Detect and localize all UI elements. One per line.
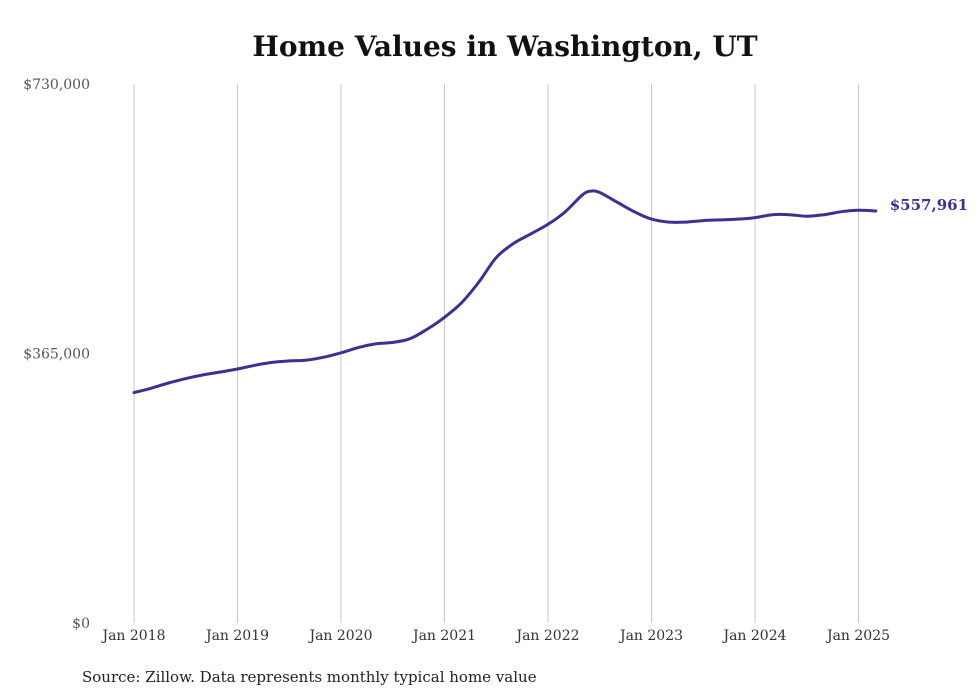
- gridlines: [133, 84, 859, 623]
- end-value-label: $557,961: [890, 196, 968, 214]
- x-tick-label: Jan 2025: [825, 628, 890, 644]
- y-tick-label: $0: [72, 616, 90, 632]
- series-line: [132, 189, 878, 395]
- chart-title: Home Values in Washington, UT: [252, 30, 758, 63]
- x-tick-label: Jan 2020: [307, 628, 372, 644]
- x-tick-label: Jan 2022: [514, 628, 579, 644]
- y-axis: $0 $365,000 $730,000: [23, 77, 90, 632]
- x-tick-label: Jan 2021: [411, 628, 476, 644]
- x-tick-label: Jan 2024: [721, 628, 786, 644]
- x-axis: Jan 2018 Jan 2019 Jan 2020 Jan 2021 Jan 2022…: [100, 628, 890, 644]
- y-tick-label: $365,000: [23, 347, 90, 363]
- x-tick-label: Jan 2023: [618, 628, 683, 644]
- x-tick-label: Jan 2018: [100, 628, 165, 644]
- y-tick-label: $730,000: [23, 77, 90, 93]
- source-note: Source: Zillow. Data represents monthly …: [82, 668, 537, 686]
- x-tick-label: Jan 2019: [204, 628, 269, 644]
